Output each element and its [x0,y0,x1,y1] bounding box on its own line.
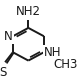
Text: NH: NH [44,46,61,59]
Text: N: N [4,30,13,43]
Text: CH3: CH3 [54,58,78,71]
Text: NH2: NH2 [16,5,41,18]
Text: S: S [0,66,7,79]
